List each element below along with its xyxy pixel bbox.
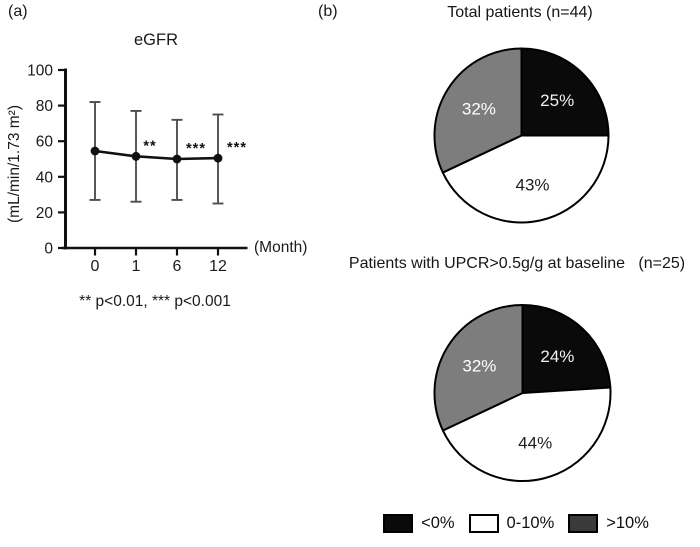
legend-swatch-white xyxy=(468,514,499,533)
significance-marker: *** xyxy=(227,140,247,156)
y-tick-label: 100 xyxy=(27,63,53,80)
pie1-title: Total patients (n=44) xyxy=(447,4,593,21)
panel-b-label: (b) xyxy=(318,3,338,20)
data-point xyxy=(172,154,182,164)
legend-item-0-10: 0-10% xyxy=(468,514,555,533)
pie-slice-label: 44% xyxy=(518,433,552,452)
legend-item-lt0: <0% xyxy=(383,514,455,533)
x-tick-label: 12 xyxy=(209,258,227,275)
legend-swatch-black xyxy=(383,514,414,533)
pie-legend: <0% 0-10% >10% xyxy=(376,514,656,533)
pie-slice-label: 43% xyxy=(515,176,549,195)
legend-swatch-gray xyxy=(568,514,599,533)
legend-label: 0-10% xyxy=(506,514,555,532)
x-tick-label: 6 xyxy=(173,258,182,275)
data-point xyxy=(131,151,141,161)
pie-slice-label: 32% xyxy=(462,100,496,119)
pie2-title: Patients with UPCR>0.5g/g at baseline (n… xyxy=(348,255,686,272)
pie-slice-label: 32% xyxy=(462,357,496,376)
significance-footnote: ** p<0.01, *** p<0.001 xyxy=(79,293,231,310)
y-tick-label: 60 xyxy=(36,134,54,151)
upcr-patients-pie-chart: 24% 44% 32% xyxy=(433,304,612,482)
y-tick-label: 40 xyxy=(36,169,54,186)
legend-label: >10% xyxy=(606,514,649,532)
pie-slice-10 xyxy=(433,47,523,174)
pie-slice-010 xyxy=(441,134,610,224)
x-axis-label: (Month) xyxy=(254,239,308,256)
pie-slice-label: 24% xyxy=(540,347,574,366)
y-tick-label: 0 xyxy=(44,241,53,258)
pie-slice-10 xyxy=(433,304,524,432)
y-tick-label: 20 xyxy=(36,205,54,222)
total-patients-pie-chart: 25% 43% 32% xyxy=(433,47,610,224)
pie-slice-0 xyxy=(521,304,612,394)
pie-slice-label: 25% xyxy=(540,91,574,110)
panel-a-label: (a) xyxy=(8,3,28,20)
legend-item-gt10: >10% xyxy=(568,514,649,533)
x-tick-label: 0 xyxy=(91,258,100,275)
data-point xyxy=(90,146,100,156)
egfr-series-line xyxy=(94,149,219,161)
data-point xyxy=(213,153,223,163)
x-tick-label: 1 xyxy=(132,258,141,275)
y-tick-label: 80 xyxy=(36,98,54,115)
pie-slice-0 xyxy=(520,47,610,137)
significance-marker: *** xyxy=(186,141,206,157)
significance-marker: ** xyxy=(143,138,156,154)
line-chart-title: eGFR xyxy=(133,31,178,49)
legend-label: <0% xyxy=(421,514,455,532)
